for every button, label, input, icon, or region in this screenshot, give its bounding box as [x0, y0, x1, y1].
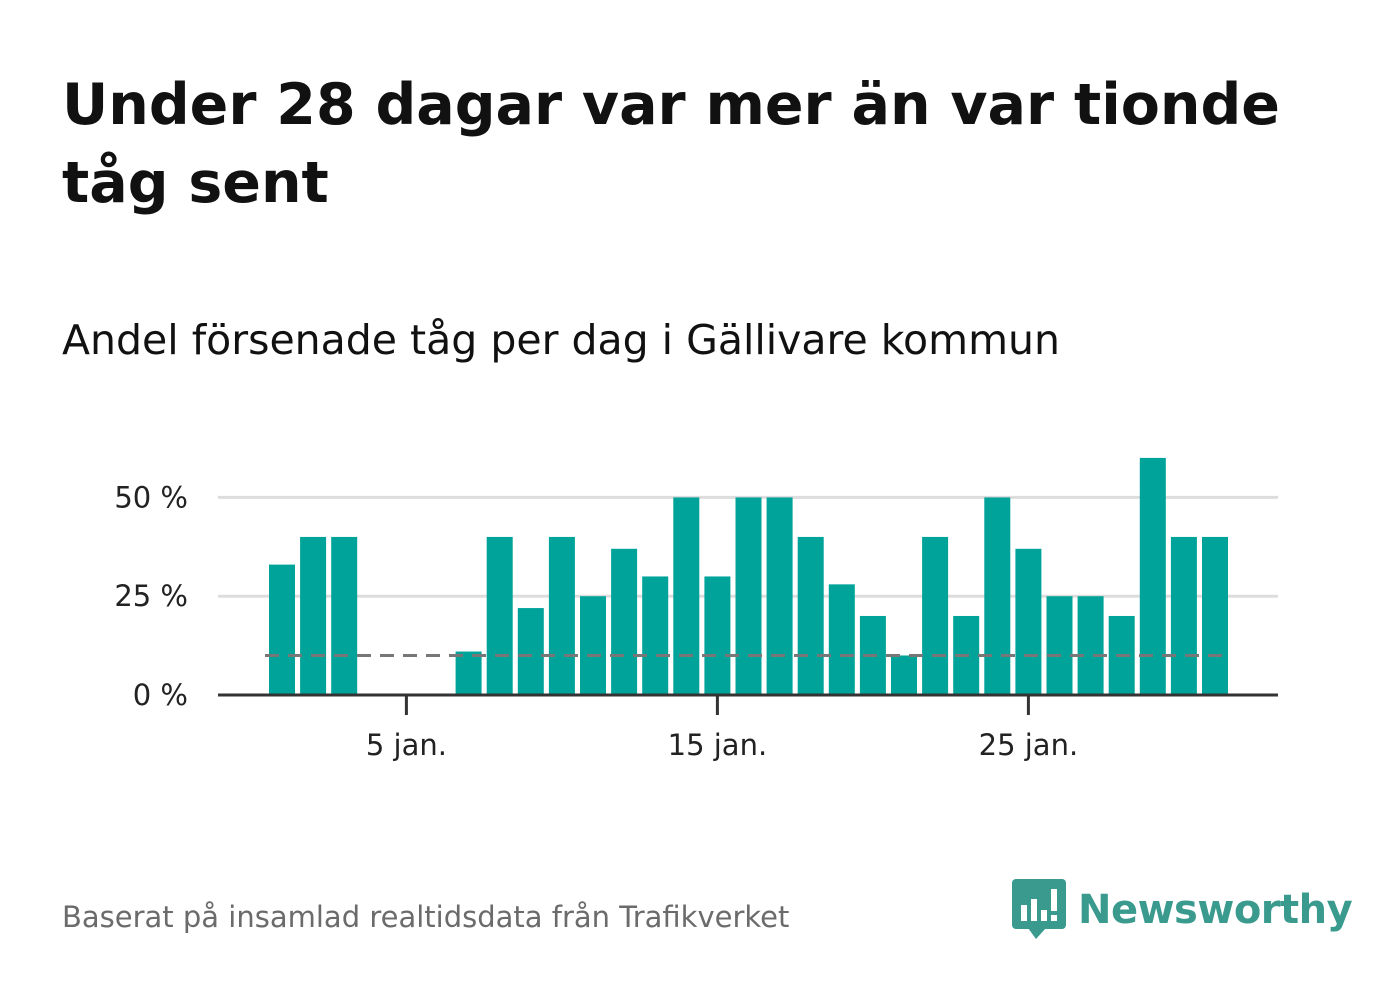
bar	[486, 536, 513, 695]
bar	[1046, 596, 1073, 695]
bar	[269, 564, 295, 695]
bar	[797, 536, 824, 695]
chart-subtitle: Andel försenade tåg per dag i Gällivare …	[62, 316, 1060, 364]
bar	[984, 497, 1011, 695]
bar	[891, 655, 917, 695]
bar	[735, 497, 762, 695]
newsworthy-logo-icon	[1012, 879, 1066, 939]
bar	[673, 497, 700, 695]
brand-logo: Newsworthy	[1012, 878, 1353, 942]
y-tick-label: 0 %	[133, 678, 188, 712]
bar	[766, 497, 793, 695]
bars	[269, 457, 1228, 695]
y-tick-label: 50 %	[114, 480, 188, 514]
y-tick-label: 25 %	[114, 579, 188, 613]
chart-title: Under 28 dagar var mer än var tionde tåg…	[62, 72, 1280, 216]
bar	[642, 576, 669, 695]
bar	[704, 576, 731, 695]
bar	[1015, 548, 1042, 695]
brand-name: Newsworthy	[1078, 887, 1353, 933]
axes: 0 % 25 % 50 % 5 jan. 15 jan. 25 jan.	[114, 480, 1278, 762]
bar	[331, 536, 358, 695]
bar	[580, 596, 606, 695]
bar	[922, 536, 949, 695]
x-tick-label: 15 jan.	[668, 728, 768, 762]
bar	[828, 584, 855, 695]
bar	[1139, 457, 1166, 695]
bar	[1077, 596, 1104, 695]
bar-chart: 0 % 25 % 50 % 5 jan. 15 jan. 25 jan.	[114, 457, 1278, 762]
bar	[548, 536, 575, 695]
bar	[300, 536, 327, 695]
source-note: Baserat på insamlad realtidsdata från Tr…	[62, 900, 790, 934]
bar	[1202, 536, 1228, 695]
bar	[1170, 536, 1197, 695]
x-tick-label: 25 jan.	[979, 728, 1079, 762]
bar	[455, 651, 482, 695]
bar	[517, 608, 544, 695]
bar	[611, 548, 638, 695]
x-tick-label: 5 jan.	[366, 728, 447, 762]
